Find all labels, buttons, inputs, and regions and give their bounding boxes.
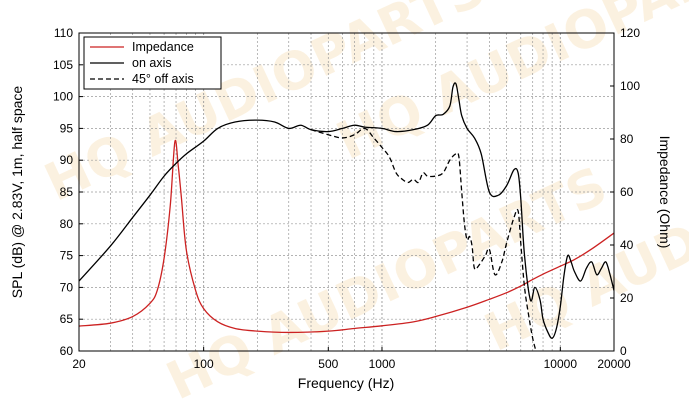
y2-tick-label: 120 [620,26,640,40]
legend-label: Impedance [132,40,194,54]
y-tick-label: 75 [60,249,74,263]
x-tick-label: 1000 [369,357,396,371]
x-tick-label: 10000 [544,357,578,371]
series-line [310,127,537,351]
y2-tick-label: 20 [620,291,634,305]
curves [79,82,614,351]
ticks: 20 100 500 1000 10000 20000606570758085909510… [53,26,640,371]
x-tick-label: 20000 [597,357,631,371]
y-tick-label: 70 [60,280,74,294]
x-axis-label: Frequency (Hz) [298,375,394,391]
y-tick-label: 60 [60,344,74,358]
legend-label: 45° off axis [132,72,194,86]
legend-label: on axis [132,56,172,70]
y-tick-label: 110 [54,26,73,40]
y-tick-label: 105 [53,58,73,72]
y-tick-label: 90 [60,153,74,167]
y-tick-label: 95 [60,121,74,135]
y-tick-label: 100 [53,90,73,104]
x-tick-label: 20 [72,357,86,371]
y-axis-label: SPL (dB) @ 2.83V, 1m, half space [9,86,25,299]
y2-tick-label: 100 [620,79,640,93]
y2-tick-label: 40 [620,238,634,252]
x-tick-label: 500 [318,357,338,371]
y-tick-label: 85 [60,185,74,199]
x-tick-label: 100 [194,357,214,371]
y2-tick-label: 60 [620,185,634,199]
series-line [79,82,614,339]
legend: Impedance on axis 45° off axis [83,36,222,90]
y2-axis-label: Impedance (Ohm) [657,136,673,249]
series-line [79,139,614,334]
y-tick-label: 65 [60,312,74,326]
y2-tick-label: 0 [620,344,627,358]
y-tick-label: 80 [60,217,74,231]
y2-tick-label: 80 [620,132,634,146]
